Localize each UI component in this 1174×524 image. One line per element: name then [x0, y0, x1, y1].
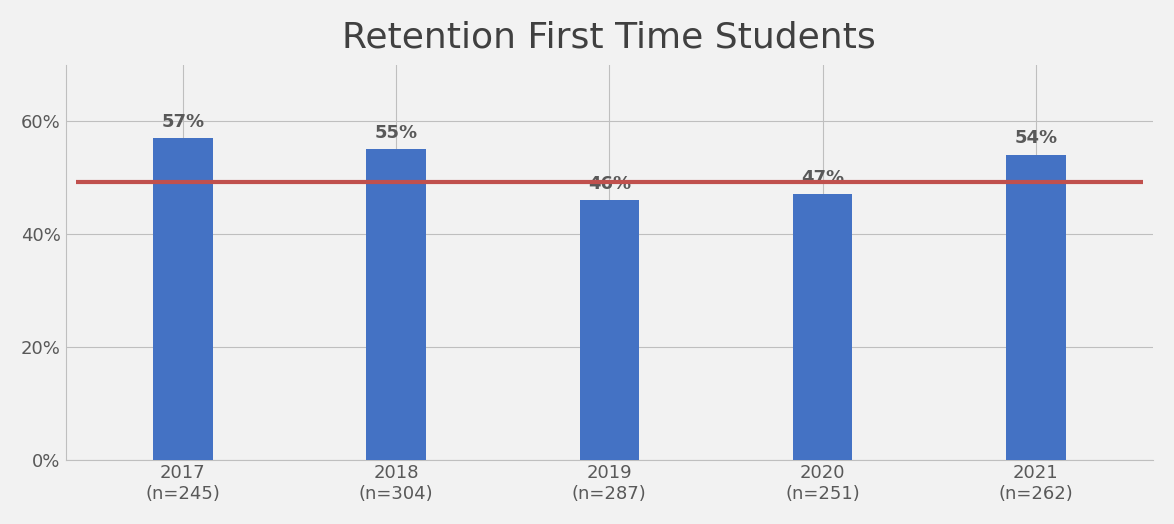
Bar — [366, 149, 426, 460]
Text: 57%: 57% — [161, 113, 204, 130]
Text: 54%: 54% — [1014, 129, 1058, 147]
Bar — [1006, 155, 1066, 460]
Bar — [153, 138, 212, 460]
Text: 46%: 46% — [588, 174, 630, 193]
Title: Retention First Time Students: Retention First Time Students — [343, 21, 876, 55]
Bar — [580, 200, 639, 460]
Text: 55%: 55% — [375, 124, 418, 142]
Text: 47%: 47% — [801, 169, 844, 187]
Bar — [792, 194, 852, 460]
